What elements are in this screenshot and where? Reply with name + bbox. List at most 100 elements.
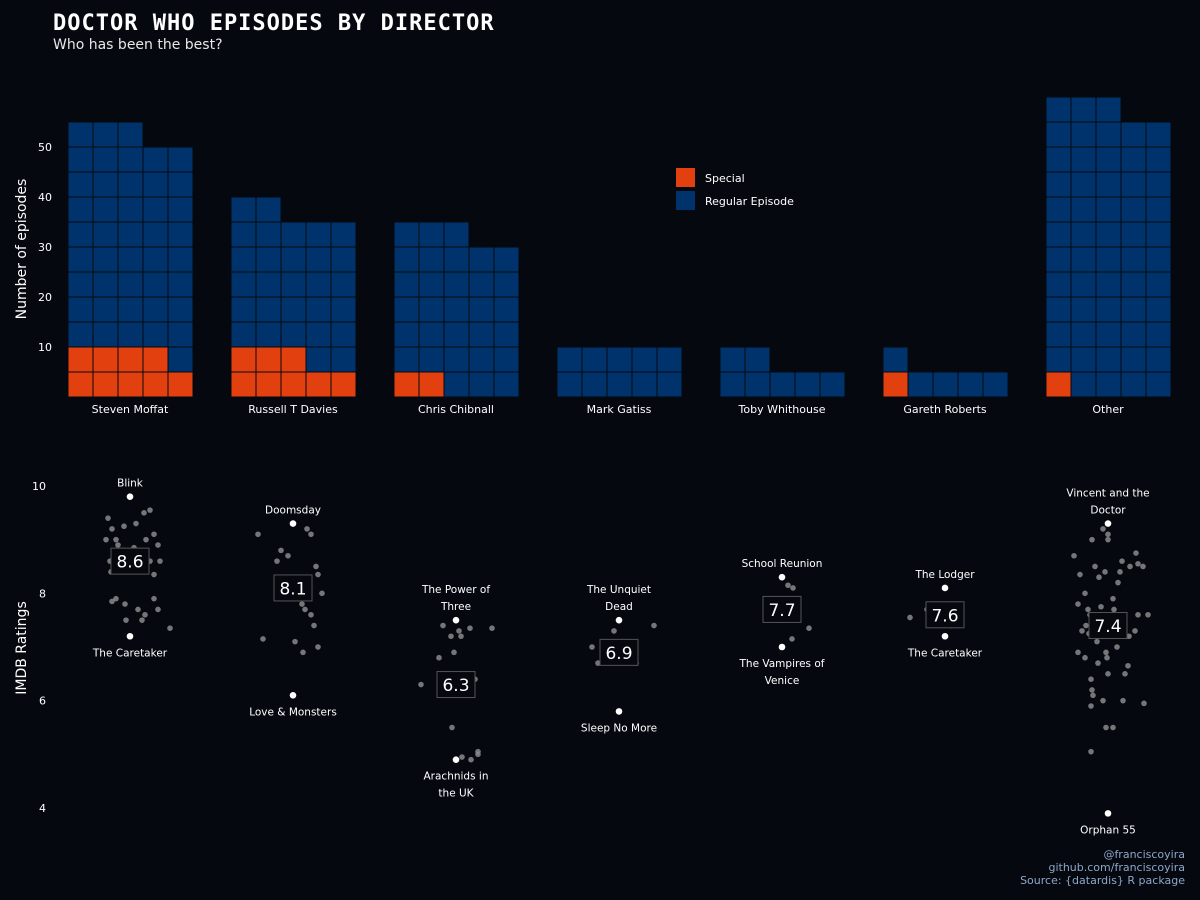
scatter-y-axis-label: IMDB Ratings bbox=[14, 601, 30, 694]
waffle-cell-regular bbox=[393, 246, 420, 273]
waffle-cell-regular bbox=[1070, 271, 1097, 298]
rating-point bbox=[1096, 574, 1102, 581]
rating-point bbox=[1114, 644, 1120, 650]
waffle-cell-special bbox=[142, 346, 169, 373]
waffle-cell-regular bbox=[443, 271, 470, 298]
waffle-cell-regular bbox=[393, 321, 420, 348]
waffle-cell-regular bbox=[443, 296, 470, 323]
rating-point bbox=[308, 611, 314, 618]
waffle-cell-regular bbox=[418, 346, 445, 373]
rating-point bbox=[105, 515, 111, 521]
rating-point bbox=[155, 606, 161, 613]
waffle-cell-regular bbox=[167, 221, 194, 248]
waffle-cell-regular bbox=[92, 121, 119, 148]
waffle-cell-regular bbox=[1120, 121, 1147, 148]
rating-point bbox=[292, 638, 298, 645]
best-episode-label: The Unquiet bbox=[586, 584, 651, 596]
waffle-cell-regular bbox=[932, 371, 959, 398]
waffle-cell-regular bbox=[769, 371, 796, 398]
waffle-cell-regular bbox=[167, 321, 194, 348]
waffle-cell-regular bbox=[418, 296, 445, 323]
rating-point bbox=[1140, 563, 1146, 570]
legend-swatch bbox=[676, 191, 695, 210]
rating-point bbox=[135, 606, 141, 613]
waffle-x-tick-label: Russell T Davies bbox=[248, 403, 338, 416]
rating-point bbox=[1083, 622, 1089, 629]
waffle-cell-special bbox=[117, 346, 144, 373]
waffle-x-tick-label: Mark Gatiss bbox=[587, 403, 652, 416]
waffle-cell-regular bbox=[1045, 246, 1072, 273]
scatter-y-tick-label: 6 bbox=[39, 695, 46, 708]
waffle-y-tick-label: 30 bbox=[38, 241, 52, 254]
rating-point bbox=[141, 510, 147, 516]
waffle-cell-regular bbox=[656, 346, 683, 373]
waffle-cell-regular bbox=[117, 246, 144, 273]
worst-episode-point bbox=[615, 708, 623, 715]
waffle-cell-regular bbox=[1070, 371, 1097, 398]
waffle-cell-special bbox=[280, 371, 307, 398]
best-episode-label: School Reunion bbox=[742, 558, 823, 570]
waffle-cell-regular bbox=[1045, 321, 1072, 348]
rating-point bbox=[147, 507, 153, 513]
waffle-cell-regular bbox=[117, 271, 144, 298]
rating-point bbox=[1089, 687, 1095, 693]
chart-title: DOCTOR WHO EPISODES BY DIRECTOR bbox=[53, 11, 495, 36]
waffle-cell-regular bbox=[1045, 146, 1072, 173]
waffle-cell-regular bbox=[167, 246, 194, 273]
waffle-cell-regular bbox=[92, 271, 119, 298]
waffle-cell-regular bbox=[330, 296, 357, 323]
waffle-cell-regular bbox=[794, 371, 821, 398]
rating-point bbox=[113, 595, 119, 602]
best-episode-point bbox=[452, 616, 460, 624]
scatter-y-tick-label: 8 bbox=[39, 587, 46, 600]
waffle-cell-regular bbox=[493, 296, 520, 323]
waffle-x-tick-label: Gareth Roberts bbox=[903, 403, 987, 416]
rating-point bbox=[1095, 660, 1101, 666]
waffle-cell-regular bbox=[393, 271, 420, 298]
waffle-cell-regular bbox=[1070, 346, 1097, 373]
waffle-cell-regular bbox=[1095, 196, 1122, 223]
rating-point bbox=[308, 531, 314, 538]
rating-point bbox=[304, 526, 310, 532]
rating-point bbox=[1088, 703, 1094, 709]
legend-label: Special bbox=[705, 172, 745, 185]
waffle-cell-regular bbox=[255, 196, 282, 223]
waffle-cell-regular bbox=[167, 296, 194, 323]
waffle-cell-regular bbox=[1095, 321, 1122, 348]
rating-point bbox=[1110, 595, 1116, 602]
waffle-cell-regular bbox=[330, 271, 357, 298]
waffle-cell-regular bbox=[1145, 296, 1172, 323]
waffle-y-tick-label: 10 bbox=[38, 341, 52, 354]
rating-point bbox=[139, 617, 145, 623]
waffle-cell-regular bbox=[1120, 246, 1147, 273]
rating-point bbox=[451, 649, 457, 656]
waffle-cell-regular bbox=[1095, 146, 1122, 173]
rating-point bbox=[1088, 748, 1094, 755]
waffle-cell-regular bbox=[606, 371, 633, 398]
rating-point bbox=[1135, 611, 1141, 618]
worst-episode-label: The Caretaker bbox=[92, 647, 168, 659]
waffle-cell-regular bbox=[330, 221, 357, 248]
waffle-cell-regular bbox=[230, 196, 257, 223]
rating-point bbox=[1092, 563, 1098, 570]
waffle-cell-regular bbox=[255, 221, 282, 248]
waffle-cell-regular bbox=[1145, 346, 1172, 373]
rating-point bbox=[1088, 676, 1094, 682]
rating-point bbox=[167, 625, 173, 632]
rating-point bbox=[109, 598, 115, 605]
rating-point bbox=[1100, 697, 1106, 704]
waffle-cell-regular bbox=[443, 321, 470, 348]
waffle-cell-regular bbox=[330, 321, 357, 348]
waffle-cell-regular bbox=[142, 171, 169, 198]
waffle-cell-regular bbox=[1070, 246, 1097, 273]
rating-point bbox=[459, 754, 465, 760]
rating-point bbox=[319, 590, 325, 597]
rating-point bbox=[1145, 611, 1151, 618]
waffle-cell-regular bbox=[305, 346, 332, 373]
waffle-cell-regular bbox=[1145, 221, 1172, 248]
waffle-cell-regular bbox=[1145, 171, 1172, 198]
rating-point bbox=[151, 571, 157, 578]
waffle-y-tick-label: 50 bbox=[38, 141, 52, 154]
rating-point bbox=[1122, 671, 1128, 677]
rating-point bbox=[1071, 552, 1077, 559]
